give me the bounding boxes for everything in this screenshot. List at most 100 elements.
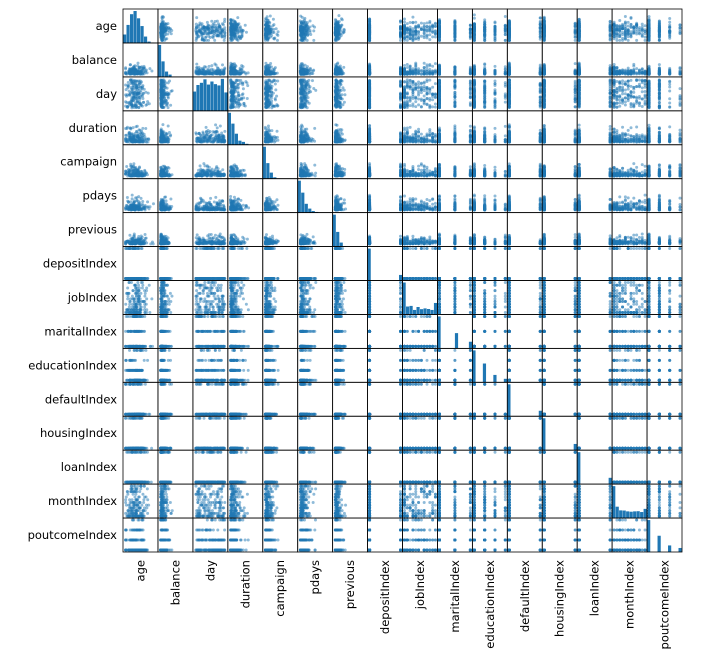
scatter-point [338,26,341,29]
scatter-point [275,33,278,36]
scatter-point [341,32,344,35]
scatter-point [236,16,239,19]
scatter-point [244,24,247,27]
scatter-point [239,25,242,28]
scatter-point [223,18,226,21]
scatter-point [195,33,198,36]
scatter-point [169,27,172,30]
scatter-point [207,24,210,27]
scatter-point [337,34,340,37]
scatter-point [266,37,269,40]
scatter-point [238,35,241,38]
scatter-point [306,39,309,42]
scatter-point [301,34,304,37]
scatter-point [337,14,340,17]
hist-bar [126,25,129,43]
scatter-point [233,26,236,29]
scatter-point [235,38,238,41]
scatter-point [277,30,280,33]
scatter-point [165,23,168,26]
cell-age-vs-campaign [263,9,298,43]
scatter-point [216,20,219,23]
scatter-point [272,28,275,31]
hist-bar [130,14,133,43]
scatter-point [211,25,214,28]
scatter-point [231,33,234,36]
scatter-point [220,34,223,37]
scatter-point [211,35,214,38]
scatter-point [216,26,219,29]
hist-bar [137,18,140,43]
scatter-point [198,30,201,33]
hist-bar [140,26,143,43]
scatter-point [207,27,210,30]
cell-age-vs-day [193,9,228,43]
scatter-point [313,26,316,29]
scatter-point [338,20,341,23]
scatter-point [197,24,200,27]
scatter-point [309,29,312,32]
scatter-point [303,30,306,33]
scatter-point [222,23,225,26]
scatter-point [309,19,312,22]
scatter-point [230,37,233,40]
scatter-matrix-cells [123,9,682,552]
scatter-point [206,21,209,24]
scatter-point [161,21,164,24]
scatter-point [203,39,206,42]
scatter-point [273,37,276,40]
scatter-point [276,39,279,42]
scatter-point [312,29,315,32]
scatter-point [272,31,275,34]
scatter-point [272,18,275,21]
scatter-point [301,16,304,19]
scatter-point [201,36,204,39]
scatter-point [234,29,237,32]
cell-age-vs-previous [333,9,368,43]
cell-age-vs-balance [158,9,193,43]
scatter-point [221,29,224,32]
cell-age-vs-pdays [298,9,333,43]
scatter-matrix-figure: agebalancedaydurationcampaignpdaysprevio… [0,0,701,664]
scatter-point [334,33,337,36]
scatter-point [272,23,275,26]
scatter-point [303,27,306,30]
scatter-point [195,37,198,40]
scatter-point [162,16,165,19]
scatter-point [205,35,208,38]
cell-age-vs-depositIndex [368,9,403,43]
scatter-point [334,25,337,28]
scatter-point [213,39,216,42]
scatter-point [337,37,340,40]
scatter-point [304,20,307,23]
scatter-point [236,23,239,26]
scatter-point [312,39,315,42]
scatter-point [334,37,337,40]
scatter-point [223,34,226,37]
scatter-point [217,30,220,33]
scatter-point [308,26,311,29]
hist-bar [144,37,147,43]
scatter-point [210,20,213,23]
scatter-point [216,34,219,37]
scatter-point [299,20,302,23]
hist-bar [123,35,126,43]
scatter-point [161,29,164,32]
scatter-point [168,30,171,33]
scatter-point [223,39,226,42]
scatter-point [195,16,198,19]
scatter-point [336,30,339,33]
scatter-point [240,29,243,32]
scatter-point [399,21,402,24]
scatter-point [336,22,339,25]
scatter-point [165,37,168,40]
scatter-point [230,19,233,22]
scatter-point [300,30,303,33]
scatter-point [399,39,402,42]
scatter-point [266,22,269,25]
scatter-point [309,33,312,36]
scatter-point [229,26,232,29]
scatter-point [160,38,163,41]
scatter-point [200,33,203,36]
cell-age-vs-age [123,9,158,43]
